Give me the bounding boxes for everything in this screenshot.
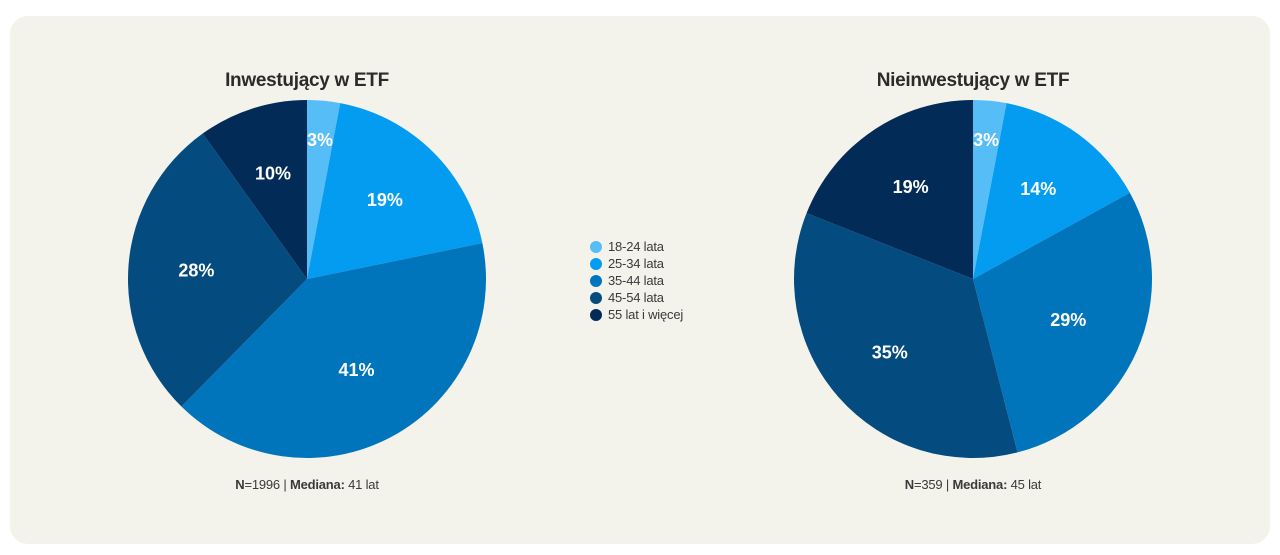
slice-label: 10%: [255, 163, 291, 183]
legend-item: 55 lat i więcej: [590, 306, 683, 323]
slice-label: 19%: [893, 177, 929, 197]
chart-title-investing: Inwestujący w ETF: [225, 70, 389, 91]
pie-slice: [973, 103, 1130, 279]
n-label: N: [235, 477, 245, 492]
median-value: 45 lat: [1007, 477, 1042, 492]
pie-slice: [307, 100, 341, 279]
legend-item: 18-24 lata: [590, 238, 683, 255]
legend-swatch: [590, 291, 602, 304]
slice-label: 3%: [307, 130, 333, 150]
n-value: =359 |: [913, 477, 953, 492]
footnote-investing: N=1996 | Mediana: 41 lat: [107, 477, 507, 492]
median-value: 41 lat: [344, 477, 379, 492]
legend-swatch: [590, 257, 602, 270]
median-label: Mediana:: [952, 477, 1008, 492]
pie-chart-non-investing: 3% 14% 29% 35% 19%: [794, 99, 1152, 458]
legend-swatch: [590, 274, 602, 287]
pie-slice: [973, 192, 1152, 453]
legend-swatch: [590, 240, 602, 253]
pie-slice: [181, 243, 486, 458]
slice-label: 41%: [339, 360, 375, 380]
slice-label: 29%: [1050, 310, 1086, 330]
pie-slice: [202, 100, 307, 279]
median-label: Mediana:: [289, 477, 345, 492]
legend-label: 18-24 lata: [608, 239, 664, 254]
slice-label: 35%: [872, 342, 908, 362]
pie-slice: [973, 100, 1007, 279]
slice-label: 19%: [367, 190, 403, 210]
legend-label: 25-34 lata: [608, 256, 664, 271]
legend-item: 35-44 lata: [590, 272, 683, 289]
slice-label: 14%: [1020, 179, 1056, 199]
chart-title-non-investing: Nieinwestujący w ETF: [876, 70, 1070, 91]
n-label: N: [904, 477, 914, 492]
pie-slice: [307, 103, 483, 279]
legend-label: 55 lat i więcej: [608, 307, 684, 322]
pie-slice: [806, 99, 973, 279]
legend-label: 45-54 lata: [608, 290, 664, 305]
pie-slice: [128, 133, 307, 407]
n-value: =1996 |: [244, 477, 290, 492]
pie-slice: [794, 213, 1018, 458]
slice-label: 28%: [178, 260, 214, 280]
chart-legend: 18-24 lata 25-34 lata 35-44 lata 45-54 lata…: [590, 238, 683, 323]
slice-label: 3%: [973, 130, 999, 150]
pie-chart-investing: 3% 19% 41% 28% 10%: [128, 100, 486, 458]
legend-swatch: [590, 308, 602, 321]
legend-item: 45-54 lata: [590, 289, 683, 306]
footnote-non-investing: N=359 | Mediana: 45 lat: [773, 477, 1173, 492]
legend-item: 25-34 lata: [590, 255, 683, 272]
legend-label: 35-44 lata: [608, 273, 664, 288]
